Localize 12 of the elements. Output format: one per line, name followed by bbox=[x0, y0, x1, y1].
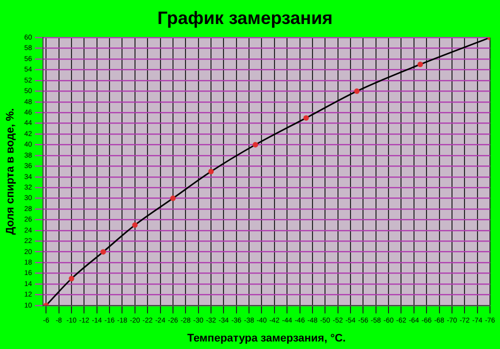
y-axis-title: Доля спирта в воде, %. bbox=[4, 108, 17, 235]
point bbox=[354, 88, 360, 94]
point bbox=[418, 62, 424, 68]
chart-title: График замерзания bbox=[157, 8, 333, 28]
point bbox=[303, 115, 309, 121]
point bbox=[252, 142, 258, 148]
point bbox=[170, 196, 176, 202]
point bbox=[208, 168, 214, 174]
point bbox=[132, 222, 138, 228]
x-axis-title: Температура замерзания, °С. bbox=[187, 332, 346, 344]
point bbox=[68, 276, 74, 282]
point bbox=[100, 249, 106, 255]
